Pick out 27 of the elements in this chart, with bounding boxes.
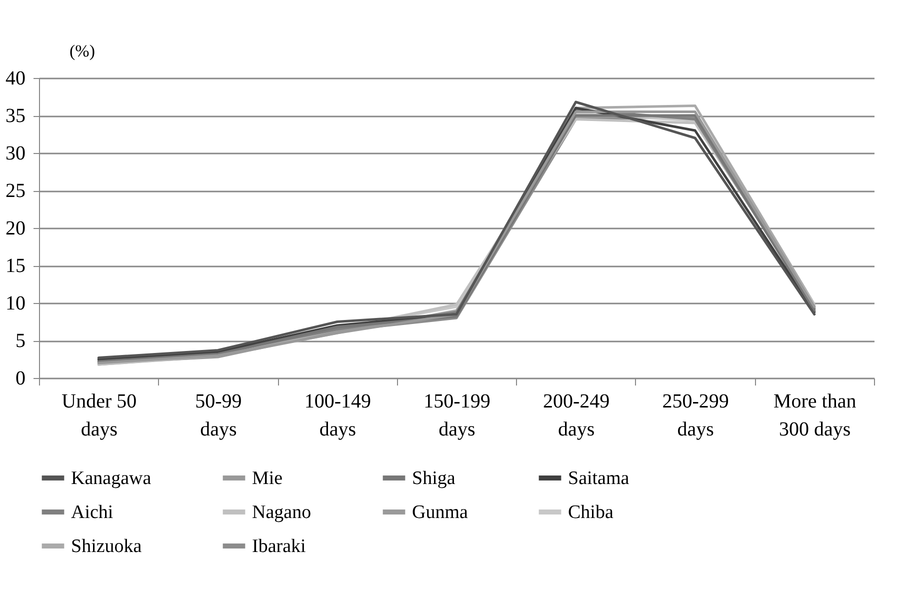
legend-label: Nagano [252,502,312,523]
legend-label: Saitama [568,468,630,489]
legend-label: Shizuoka [71,536,142,557]
y-axis-title: (%) [70,42,95,60]
y-tick-label: 10 [6,292,26,314]
y-tick-label: 40 [6,68,26,90]
y-tick-label: 25 [6,180,26,202]
legend-label: Aichi [71,502,114,523]
legend-label: Chiba [568,502,614,523]
legend-label: Gunma [412,502,468,523]
x-tick-label: More than 300 days [773,390,856,440]
x-tick-label: Under 50 days [62,390,137,440]
x-tick-label: 250-299 days [662,390,729,440]
x-tick-label: 150-199 days [424,390,490,440]
y-tick-label: 20 [6,218,26,240]
x-tick-label: 50-99 days [195,390,242,440]
x-tick-label: 200-249 days [542,390,610,440]
y-tick-label: 15 [6,255,26,277]
legend-label: Mie [252,468,283,489]
legend-label: Kanagawa [71,468,152,489]
y-tick-label: 0 [16,368,26,390]
y-tick-label: 35 [6,105,26,127]
y-tick-label: 30 [6,142,26,164]
legend-label: Shiga [412,468,456,489]
legend-label: Ibaraki [252,536,306,557]
x-tick-label: 100-149 days [304,390,372,440]
y-tick-label: 5 [16,330,26,352]
